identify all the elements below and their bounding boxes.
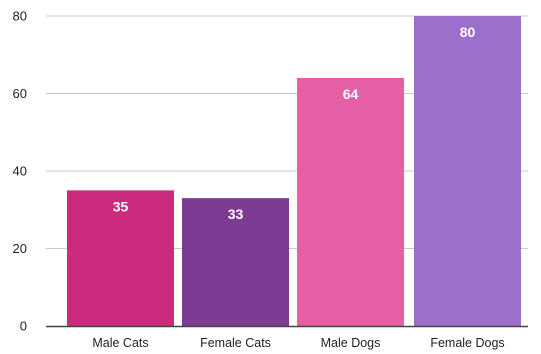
y-tick-label: 0 bbox=[20, 319, 27, 334]
bar bbox=[182, 198, 289, 326]
data-label: 64 bbox=[343, 86, 359, 102]
labels: 0 20 40 60 80 35 Male Cats 33 Female Cats 64 Male … bbox=[13, 9, 505, 351]
data-label: 35 bbox=[113, 198, 129, 214]
bars bbox=[67, 16, 521, 326]
x-category-label: Female Cats bbox=[200, 336, 271, 350]
y-tick-label: 20 bbox=[13, 241, 27, 256]
x-category-label: Male Dogs bbox=[321, 336, 381, 350]
x-category-label: Female Dogs bbox=[430, 336, 504, 350]
y-tick-label: 40 bbox=[13, 164, 27, 179]
y-tick-label: 60 bbox=[13, 86, 27, 101]
data-label: 33 bbox=[228, 206, 244, 222]
bar bbox=[67, 190, 174, 326]
data-label: 80 bbox=[460, 24, 476, 40]
bar bbox=[414, 16, 521, 326]
y-tick-label: 80 bbox=[13, 9, 27, 24]
x-category-label: Male Cats bbox=[92, 336, 148, 350]
bar bbox=[297, 78, 404, 326]
